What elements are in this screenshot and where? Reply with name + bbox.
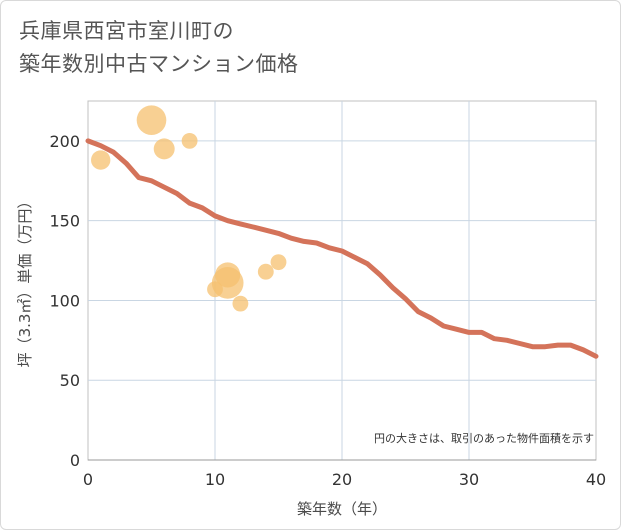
trend-line	[85, 138, 599, 359]
chart-title-line1: 兵庫県西宮市室川町の	[19, 19, 234, 43]
bubble-point	[181, 132, 198, 149]
bubble-point	[270, 254, 287, 271]
tick-labels: 0 10 20 30 40 0 50 100 150 200	[49, 132, 606, 489]
bubble-point	[91, 150, 111, 170]
trend-line-series	[85, 138, 599, 359]
bubble-point	[153, 138, 175, 160]
x-axis-title: 築年数（年）	[297, 500, 387, 518]
chart-title-line2: 築年数別中古マンション価格	[19, 52, 299, 76]
grid-lines	[87, 100, 597, 461]
y-tick-label: 50	[60, 371, 80, 390]
y-tick-label: 0	[70, 451, 80, 470]
x-tick-label: 10	[205, 470, 225, 489]
x-tick-label: 40	[586, 470, 606, 489]
x-tick-label: 30	[459, 470, 479, 489]
bubble-point	[232, 295, 249, 312]
y-tick-label: 200	[49, 132, 80, 151]
bubble-point	[257, 263, 274, 280]
x-tick-label: 0	[83, 470, 93, 489]
x-tick-label: 20	[332, 470, 352, 489]
chart-title: 兵庫県西宮市室川町の 築年数別中古マンション価格	[19, 15, 299, 81]
bubble-point	[215, 262, 241, 288]
bubble-size-note: 円の大きさは、取引のあった物件面積を示す	[374, 431, 594, 445]
bubble-point	[136, 105, 167, 135]
bubble-series	[91, 105, 287, 312]
y-tick-label: 100	[49, 291, 80, 310]
y-tick-label: 150	[49, 212, 80, 231]
y-axis-title: 坪（3.3㎡）単価（万円）	[16, 194, 34, 368]
